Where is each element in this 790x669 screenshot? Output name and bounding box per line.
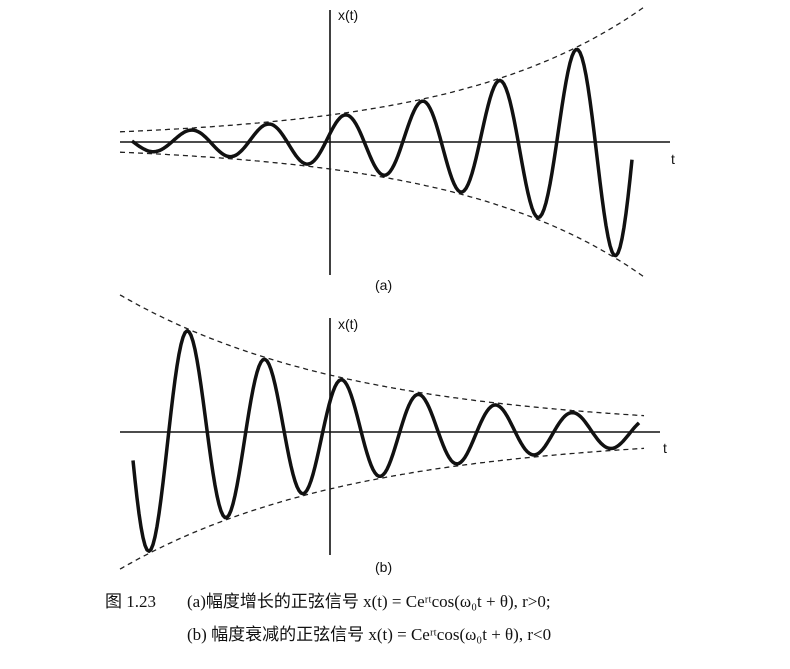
envelope (119, 447, 645, 570)
growing-sinusoid (130, 47, 634, 258)
envelope (119, 294, 645, 417)
x-axis-label: t (663, 440, 667, 456)
caption-line: (b) 幅度衰减的正弦信号 x(t) = Ceʳᵗcos(ω₀t + θ), r… (187, 625, 551, 644)
decaying-sinusoid (131, 329, 641, 553)
caption-line: (a)幅度增长的正弦信号 x(t) = Ceʳᵗcos(ω₀t + θ), r>… (187, 592, 551, 611)
figure-number: 图 1.23 (105, 592, 156, 611)
panel-label: (a) (375, 277, 392, 293)
envelope (119, 6, 645, 133)
x-axis-label: t (671, 151, 675, 167)
envelope (119, 151, 645, 278)
y-axis-label: x(t) (338, 316, 358, 332)
y-axis-label: x(t) (338, 7, 358, 23)
panel-label: (b) (375, 559, 392, 575)
